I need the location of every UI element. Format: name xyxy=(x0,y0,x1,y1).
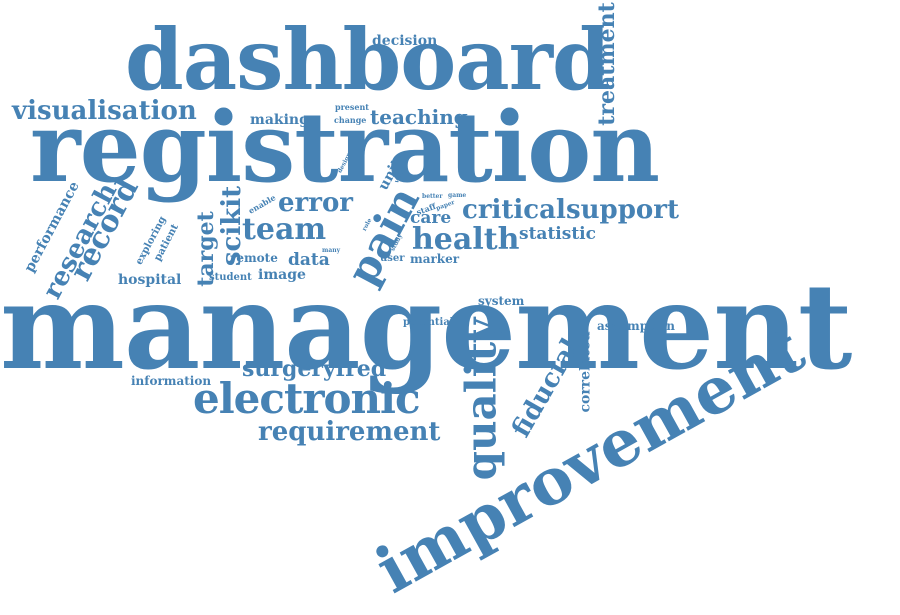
word-student: student xyxy=(209,273,252,283)
word-hospital: hospital xyxy=(118,273,181,287)
word-error: error xyxy=(278,190,353,216)
word-health: health xyxy=(412,225,519,255)
word-assumption: assumption xyxy=(597,320,675,332)
word-marker: marker xyxy=(410,253,459,265)
word-dashboard: dashboard xyxy=(125,18,610,102)
word-surgeryfred: surgeryfred xyxy=(242,358,386,380)
word-making: making xyxy=(250,113,309,127)
word-teaching: teaching xyxy=(370,107,468,127)
word-critical: critical xyxy=(462,197,566,223)
word-statistic: statistic xyxy=(519,226,596,243)
word-user: user xyxy=(380,254,405,264)
word-image: image xyxy=(258,268,306,282)
word-potential: potential xyxy=(403,318,454,328)
word-requirement: requirement xyxy=(258,419,440,445)
word-team: team xyxy=(242,215,326,245)
word-correlated: correlated xyxy=(579,331,593,412)
word-quality: quality xyxy=(460,318,502,481)
word-electronic: electronic xyxy=(193,378,420,420)
word-visualisation: visualisation xyxy=(12,98,197,124)
word-game: game xyxy=(448,193,466,199)
word-remote: remote xyxy=(230,252,278,264)
word-treatment: treatment xyxy=(596,2,618,126)
word-present: present xyxy=(335,103,369,111)
word-support: support xyxy=(566,197,679,223)
word-better: better xyxy=(422,194,443,200)
word-information: information xyxy=(131,375,211,387)
word-many: many xyxy=(322,248,340,254)
word-system: system xyxy=(478,295,524,307)
word-change: change xyxy=(334,116,366,124)
word-decision: decision xyxy=(372,34,437,48)
